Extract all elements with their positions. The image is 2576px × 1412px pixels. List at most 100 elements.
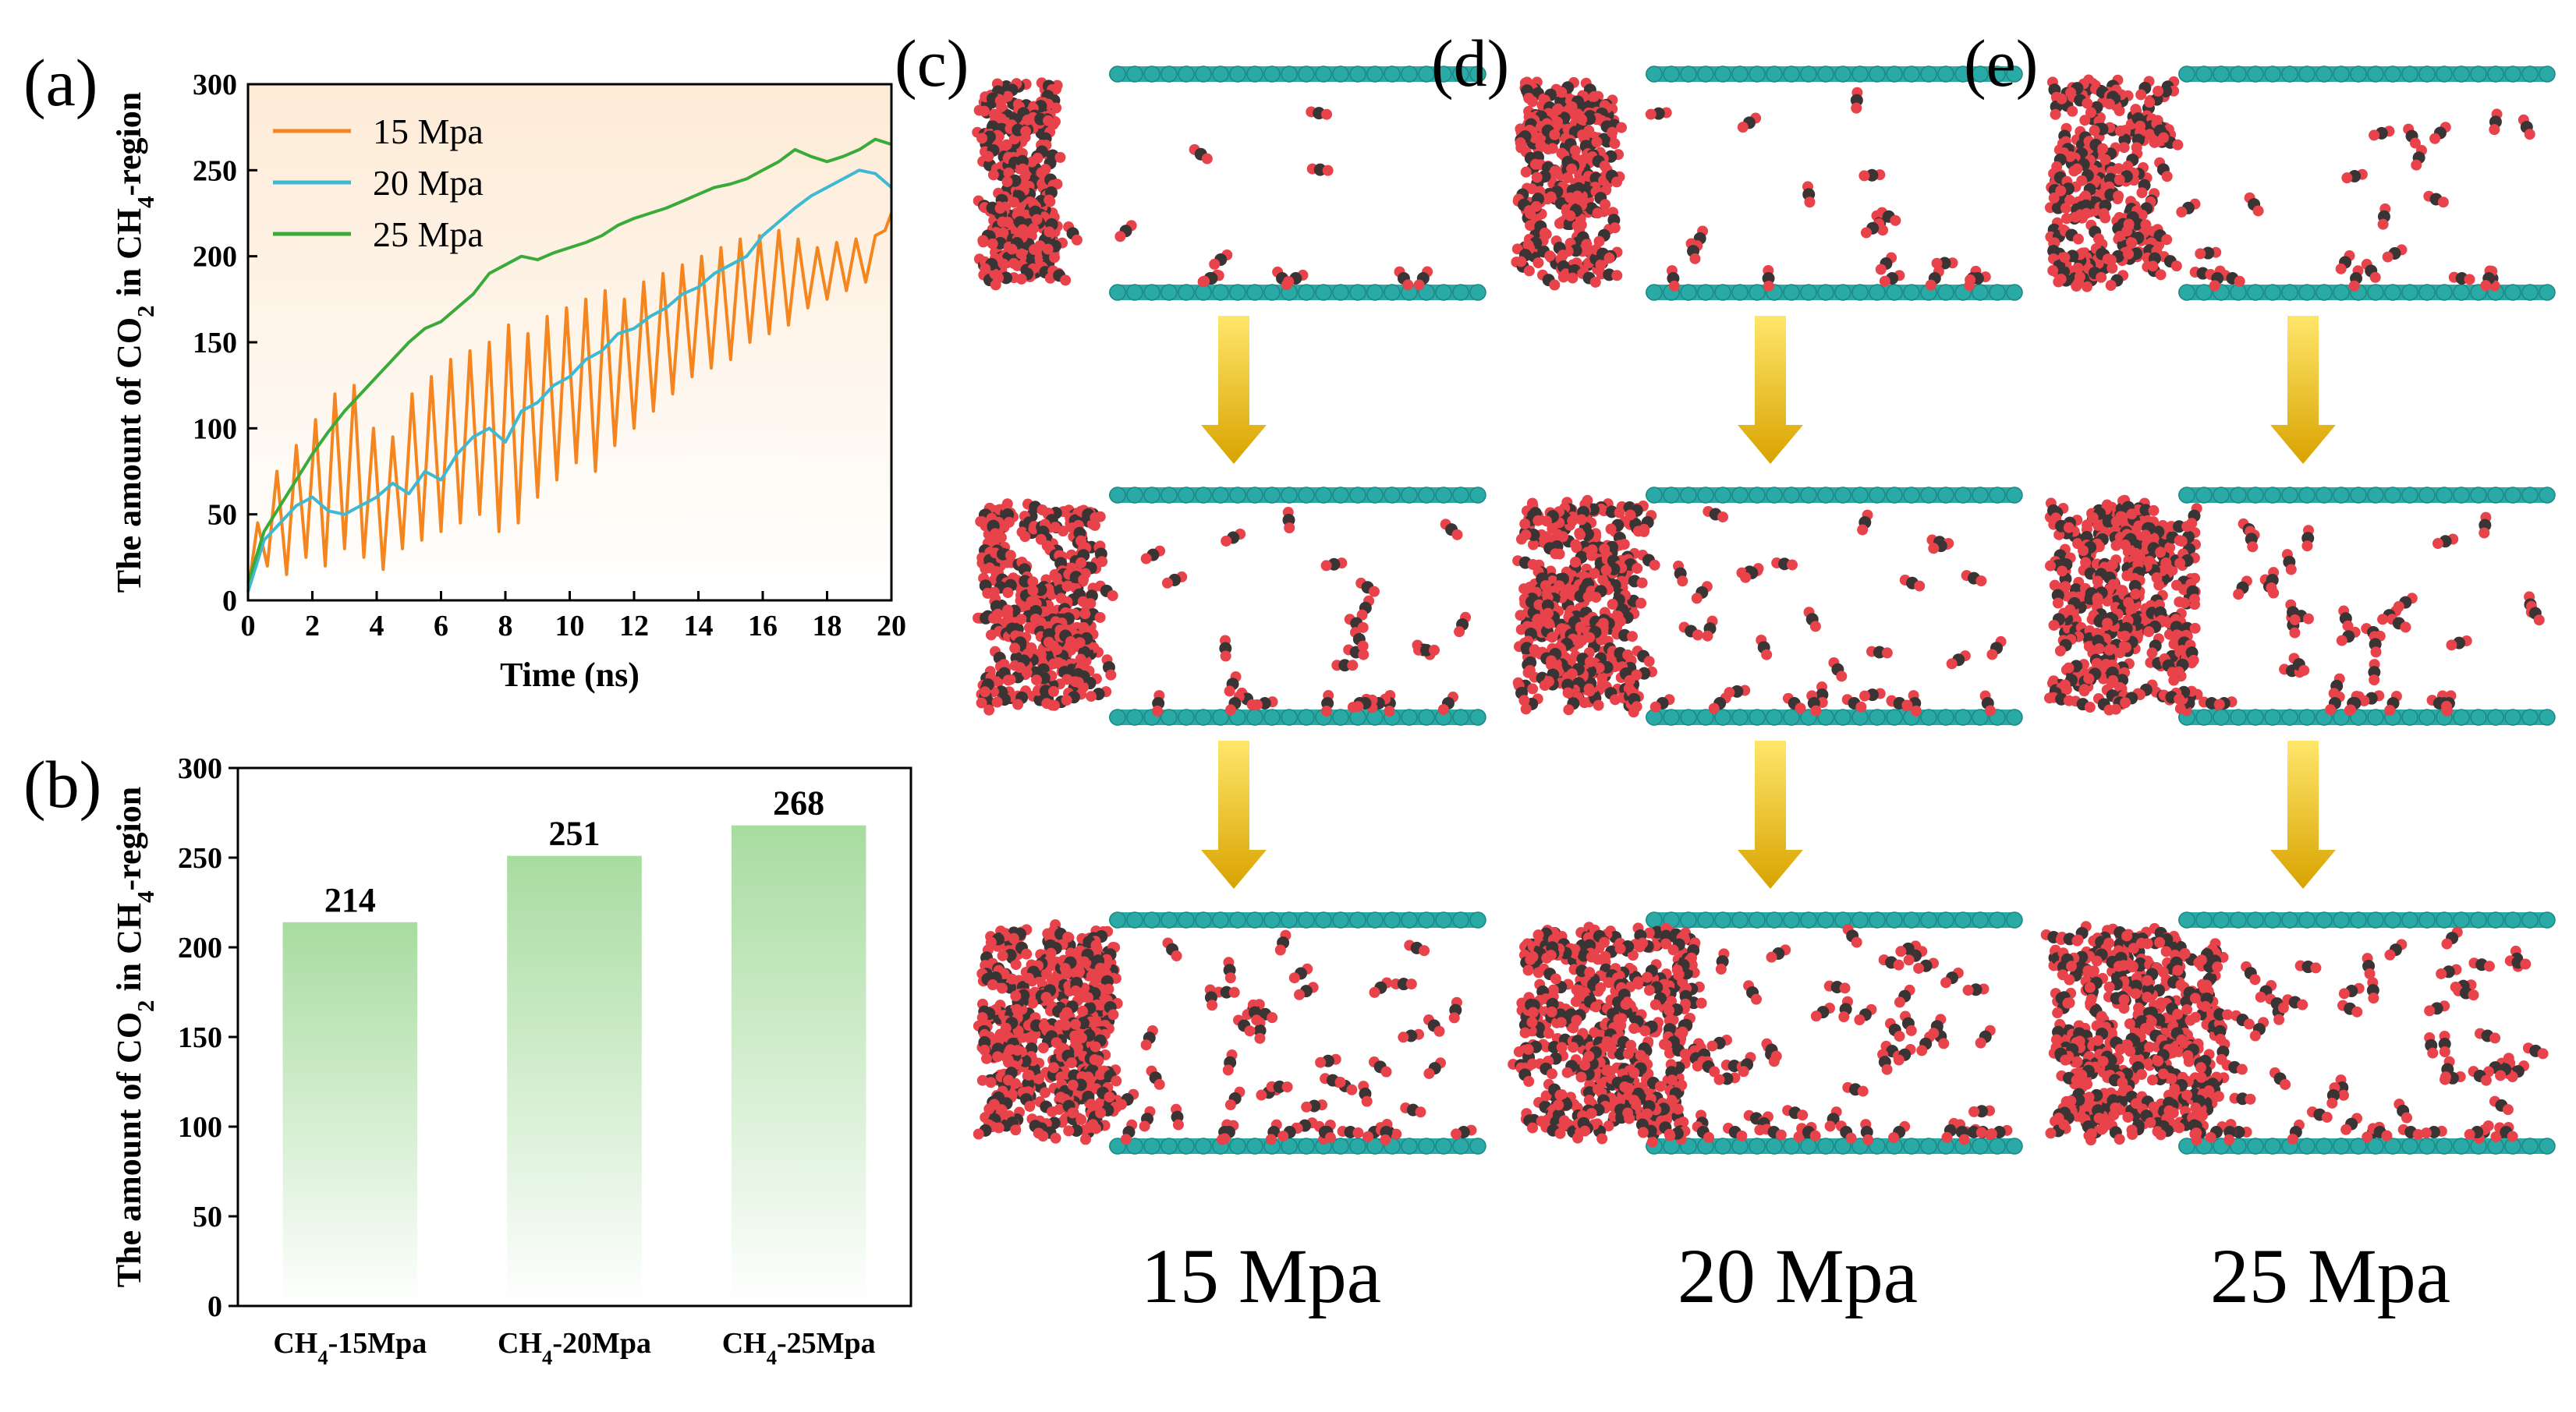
oxygen-atom xyxy=(1809,621,1821,632)
membrane-atom xyxy=(1126,65,1143,83)
oxygen-atom xyxy=(1209,258,1221,270)
oxygen-atom xyxy=(987,979,998,991)
co2-molecule xyxy=(1152,690,1165,717)
co2-molecule xyxy=(1423,1014,1445,1037)
oxygen-atom xyxy=(1519,1027,1531,1039)
oxygen-atom xyxy=(1094,962,1106,974)
oxygen-atom xyxy=(1413,279,1425,291)
oxygen-atom xyxy=(1042,243,1054,255)
oxygen-atom xyxy=(1008,257,1019,269)
oxygen-atom xyxy=(1014,662,1026,674)
membrane-atom xyxy=(1989,487,2006,504)
oxygen-atom xyxy=(1631,669,1642,681)
oxygen-atom xyxy=(997,950,1008,961)
membrane-atom xyxy=(1332,284,1349,301)
membrane-atom xyxy=(1349,911,1366,929)
oxygen-atom xyxy=(1027,576,1039,588)
co2-molecule xyxy=(1012,209,1029,235)
co2-molecule xyxy=(1599,540,1625,555)
membrane-atom xyxy=(1800,487,1817,504)
oxygen-atom xyxy=(1002,674,1014,686)
co2-molecule xyxy=(1404,940,1430,957)
snapshot-frame xyxy=(1508,911,2023,1155)
oxygen-atom xyxy=(1017,224,1029,235)
oxygen-atom xyxy=(1515,256,1527,267)
oxygen-atom xyxy=(1041,698,1053,710)
carbon-atom xyxy=(1000,271,1013,285)
membrane-atom xyxy=(1418,487,1435,504)
oxygen-atom xyxy=(1061,674,1073,685)
co2-molecule xyxy=(1355,577,1380,597)
membrane-atom xyxy=(1766,709,1783,726)
oxygen-atom xyxy=(1569,145,1581,157)
co2-molecule xyxy=(1266,1080,1293,1093)
oxygen-atom xyxy=(1451,529,1463,540)
oxygen-atom xyxy=(1079,1134,1091,1145)
membrane-atom xyxy=(1229,284,1246,301)
x-tick-label: 4 xyxy=(370,610,384,642)
oxygen-atom xyxy=(990,528,1001,540)
oxygen-atom xyxy=(976,1074,988,1086)
co2-molecule xyxy=(1063,1124,1090,1137)
oxygen-atom xyxy=(1689,253,1701,264)
co2-molecule xyxy=(1536,269,1561,291)
membrane-atom xyxy=(1903,65,1920,83)
co2-molecule xyxy=(1400,1102,1426,1118)
y-tick-label: 300 xyxy=(193,69,237,101)
oxygen-atom xyxy=(1600,950,1611,962)
oxygen-atom xyxy=(1910,705,1922,717)
co2-molecule xyxy=(1574,528,1601,541)
co2-molecule xyxy=(1691,581,1713,604)
oxygen-atom xyxy=(1029,613,1041,625)
co2-molecule xyxy=(1002,78,1022,102)
co2-molecule xyxy=(1887,695,1913,711)
snapshot-frame xyxy=(972,65,1486,301)
co2-molecule xyxy=(1072,665,1095,688)
oxygen-atom xyxy=(1281,1081,1293,1093)
oxygen-atom xyxy=(1547,143,1558,154)
oxygen-atom xyxy=(1032,152,1044,164)
oxygen-atom xyxy=(1219,1133,1231,1145)
oxygen-atom xyxy=(1040,992,1052,1003)
co2-molecule xyxy=(977,226,1002,246)
oxygen-atom xyxy=(988,1099,1000,1110)
co2-molecule xyxy=(1448,996,1462,1024)
co2-molecule xyxy=(978,1028,991,1056)
oxygen-atom xyxy=(1283,276,1295,288)
oxygen-atom xyxy=(1384,705,1395,717)
oxygen-atom xyxy=(1324,1132,1336,1144)
membrane-atom xyxy=(1212,284,1229,301)
membrane-atom xyxy=(1731,911,1749,929)
x-tick-label: 20 xyxy=(877,610,906,642)
membrane-atom xyxy=(1418,1138,1435,1155)
oxygen-atom xyxy=(1522,1043,1534,1055)
down-arrow xyxy=(1201,741,1267,889)
co2-molecule xyxy=(1022,498,1048,516)
membrane-atom xyxy=(1195,65,1212,83)
oxygen-atom xyxy=(1632,562,1643,574)
oxygen-atom xyxy=(1566,101,1578,113)
co2-molecule xyxy=(1070,582,1089,607)
oxygen-atom xyxy=(1556,1042,1568,1053)
membrane-atom xyxy=(1680,284,1697,301)
bar xyxy=(282,922,418,1306)
membrane-atom xyxy=(1903,911,1920,929)
co2-molecule xyxy=(1294,982,1319,1000)
oxygen-atom xyxy=(1031,214,1043,225)
membrane-atom xyxy=(1384,65,1401,83)
oxygen-atom xyxy=(1554,1127,1566,1139)
snapshot-frame xyxy=(973,911,1486,1155)
membrane-atom xyxy=(1298,284,1315,301)
membrane-atom xyxy=(1886,284,1903,301)
membrane-atom xyxy=(1680,65,1697,83)
oxygen-atom xyxy=(1625,509,1636,521)
oxygen-atom xyxy=(1398,1032,1409,1043)
membrane-atom xyxy=(1349,284,1366,301)
oxygen-atom xyxy=(1986,649,1998,660)
membrane-atom xyxy=(1418,65,1435,83)
co2-molecule xyxy=(1161,571,1188,589)
oxygen-atom xyxy=(980,263,991,274)
membrane-atom xyxy=(1817,487,1834,504)
membrane-atom xyxy=(1366,1138,1384,1155)
